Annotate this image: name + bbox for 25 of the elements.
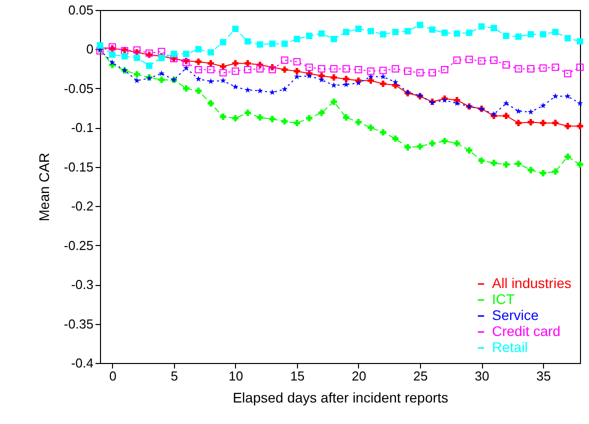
x-tick-label: 10 [228,368,244,384]
y-axis-title: Mean CAR [36,152,52,222]
y-tick-label: -0.2 [71,198,94,214]
x-tick-label: 20 [352,368,366,384]
y-tick-label: -0.25 [64,238,94,253]
x-tick-label: 0 [109,368,116,384]
x-tick-label: 30 [474,368,490,384]
x-tick-label: 5 [170,368,178,384]
legend-label: Credit card [492,323,560,339]
x-tick-label: 15 [290,368,305,384]
x-tick-label: 25 [413,368,428,384]
legend-label: All industries [492,275,572,291]
y-tick-label: 0.05 [68,2,94,18]
y-tick-label: -0.05 [64,80,94,96]
y-tick-label: -0.35 [64,316,94,332]
y-tick-label: -0.4 [71,356,94,370]
x-tick-label: 35 [536,368,551,384]
legend-label: ICT [492,291,515,307]
y-tick-label: 0 [86,42,94,57]
legend-label: Service [492,307,539,323]
x-axis-title: Elapsed days after incident reports [232,390,448,406]
y-tick-label: -0.1 [71,120,94,136]
y-tick-label: -0.3 [71,277,94,292]
y-tick-label: -0.15 [64,159,94,174]
legend-label: Retail [492,339,528,355]
